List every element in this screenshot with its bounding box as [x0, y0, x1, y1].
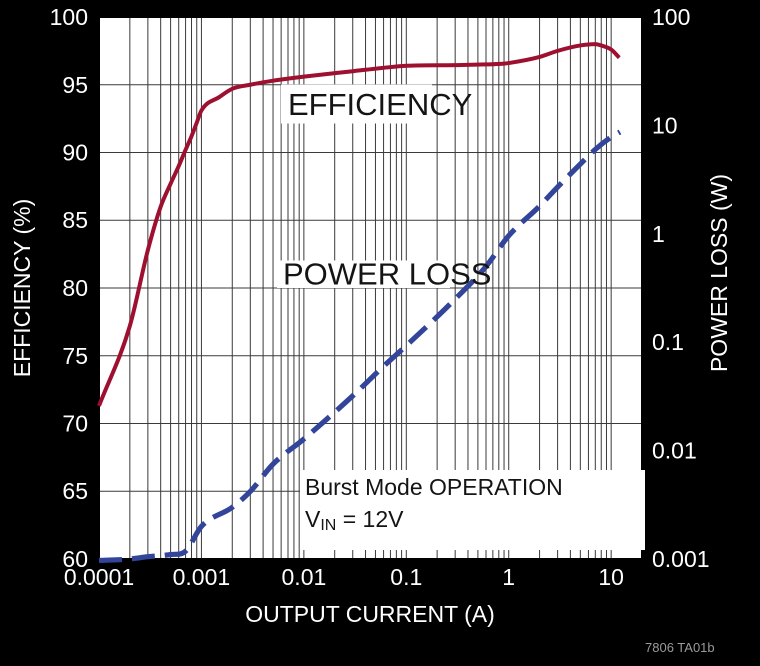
svg-text:90: 90 — [62, 140, 88, 166]
svg-text:1: 1 — [502, 564, 515, 590]
svg-text:100: 100 — [652, 4, 690, 30]
svg-text:0.1: 0.1 — [390, 564, 422, 590]
svg-text:EFFICIENCY (%): EFFICIENCY (%) — [9, 199, 35, 377]
svg-text:10: 10 — [652, 112, 678, 138]
svg-text:Burst Mode OPERATION: Burst Mode OPERATION — [305, 474, 563, 500]
svg-text:0.001: 0.001 — [652, 546, 710, 572]
svg-text:0.01: 0.01 — [652, 438, 697, 464]
svg-text:POWER LOSS: POWER LOSS — [283, 257, 491, 292]
svg-text:OUTPUT CURRENT (A): OUTPUT CURRENT (A) — [245, 601, 495, 627]
svg-text:100: 100 — [50, 4, 88, 30]
svg-text:POWER LOSS (W): POWER LOSS (W) — [706, 174, 732, 372]
svg-text:0.001: 0.001 — [173, 564, 231, 590]
svg-text:70: 70 — [62, 411, 88, 437]
svg-text:7806 TA01b: 7806 TA01b — [645, 640, 715, 655]
svg-text:0.0001: 0.0001 — [64, 564, 134, 590]
svg-text:65: 65 — [62, 478, 88, 504]
svg-text:95: 95 — [62, 72, 88, 98]
svg-text:80: 80 — [62, 275, 88, 301]
svg-text:VIN = 12V: VIN = 12V — [305, 506, 404, 534]
svg-text:0.01: 0.01 — [282, 564, 327, 590]
svg-text:0.1: 0.1 — [652, 329, 684, 355]
svg-text:10: 10 — [598, 564, 624, 590]
svg-text:1: 1 — [652, 221, 665, 247]
svg-text:EFFICIENCY: EFFICIENCY — [288, 87, 472, 122]
svg-text:85: 85 — [62, 207, 88, 233]
svg-text:75: 75 — [62, 343, 88, 369]
